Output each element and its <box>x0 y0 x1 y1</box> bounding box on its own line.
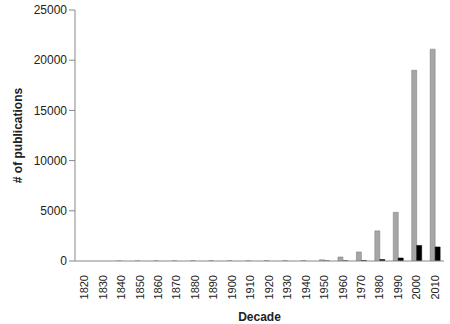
svg-text:1930: 1930 <box>281 275 293 299</box>
svg-text:1980: 1980 <box>373 275 385 299</box>
svg-text:1970: 1970 <box>355 275 367 299</box>
svg-text:1860: 1860 <box>152 275 164 299</box>
svg-text:1830: 1830 <box>97 275 109 299</box>
svg-text:2010: 2010 <box>429 275 441 299</box>
svg-text:1870: 1870 <box>170 275 182 299</box>
svg-text:# of publications: # of publications <box>11 88 25 184</box>
svg-text:Decade: Decade <box>238 310 281 324</box>
svg-text:0: 0 <box>60 254 67 268</box>
svg-text:1850: 1850 <box>134 275 146 299</box>
svg-text:15000: 15000 <box>34 104 68 118</box>
svg-text:1990: 1990 <box>392 275 404 299</box>
svg-text:1840: 1840 <box>115 275 127 299</box>
svg-text:1880: 1880 <box>189 275 201 299</box>
svg-text:5000: 5000 <box>40 204 67 218</box>
svg-text:1950: 1950 <box>318 275 330 299</box>
svg-text:1940: 1940 <box>300 275 312 299</box>
svg-text:1920: 1920 <box>263 275 275 299</box>
svg-text:2000: 2000 <box>410 275 422 299</box>
svg-text:20000: 20000 <box>34 53 68 67</box>
svg-text:25000: 25000 <box>34 3 68 17</box>
svg-text:1890: 1890 <box>207 275 219 299</box>
svg-text:1960: 1960 <box>337 275 349 299</box>
svg-text:1900: 1900 <box>226 275 238 299</box>
svg-text:1820: 1820 <box>78 275 90 299</box>
svg-text:1910: 1910 <box>244 275 256 299</box>
svg-text:10000: 10000 <box>34 154 68 168</box>
